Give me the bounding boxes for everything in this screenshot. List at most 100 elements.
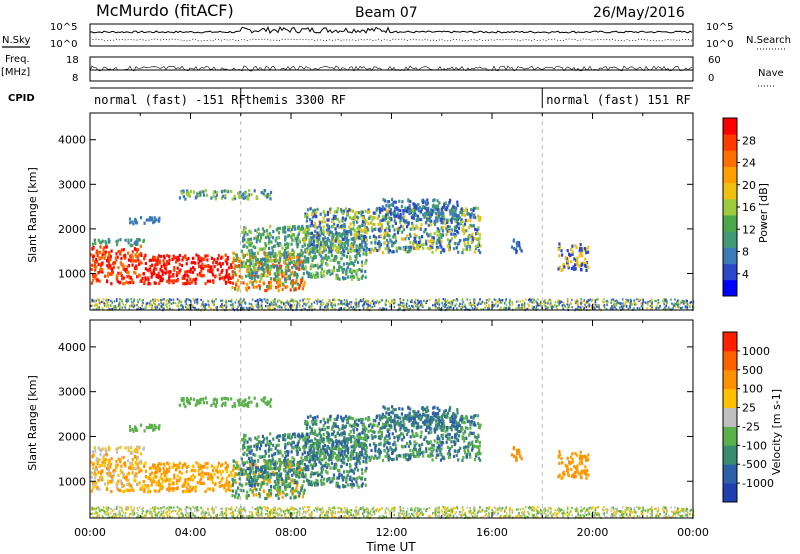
noise-cell <box>635 303 638 306</box>
noise-cell <box>152 298 154 301</box>
range-gate-cell <box>197 469 200 473</box>
range-gate-cell <box>336 248 339 252</box>
range-gate-cell <box>311 259 314 263</box>
range-gate-cell <box>200 266 203 270</box>
range-gate-cell <box>120 481 123 485</box>
range-gate-cell <box>182 463 185 467</box>
range-gate-cell <box>412 243 415 247</box>
range-gate-cell <box>128 482 131 486</box>
range-gate-cell <box>95 273 98 277</box>
range-gate-cell <box>95 465 98 469</box>
range-gate-cell <box>352 220 355 224</box>
range-gate-cell <box>350 232 353 236</box>
noise-cell <box>160 301 162 305</box>
range-gate-cell <box>101 478 104 482</box>
range-gate-cell <box>271 246 274 250</box>
range-gate-cell <box>339 208 343 212</box>
range-gate-cell <box>115 485 118 489</box>
noise-cell <box>594 299 597 302</box>
range-gate-cell <box>372 234 375 238</box>
noise-cell <box>444 305 446 308</box>
noise-cell <box>287 303 290 306</box>
range-gate-cell <box>121 485 124 489</box>
range-gate-cell <box>379 243 383 247</box>
range-gate-cell <box>186 273 189 277</box>
range-gate-cell <box>371 222 374 226</box>
range-gate-cell <box>314 471 317 475</box>
freq-bot-tick: 8 <box>72 73 78 84</box>
noise-cell <box>381 307 384 310</box>
noise-cell <box>303 303 306 306</box>
noise-cell <box>145 304 148 308</box>
range-gate-cell <box>377 228 380 232</box>
range-gate-cell <box>245 496 248 500</box>
range-gate-cell <box>570 260 573 264</box>
range-gate-cell <box>119 238 122 242</box>
noise-cell <box>575 307 577 310</box>
range-gate-cell <box>275 264 278 268</box>
range-gate-cell <box>273 480 276 484</box>
range-gate-cell <box>385 226 388 231</box>
range-gate-cell <box>153 463 156 467</box>
noise-cell <box>561 304 564 307</box>
range-gate-cell <box>263 247 266 251</box>
range-gate-cell <box>255 488 258 492</box>
noise-cell <box>603 306 606 309</box>
range-gate-cell <box>463 241 466 245</box>
range-gate-cell <box>283 260 286 264</box>
range-gate-cell <box>243 238 246 242</box>
range-gate-cell <box>263 229 266 233</box>
noise-cell <box>121 306 124 309</box>
range-gate-cell <box>291 473 294 477</box>
range-gate-cell <box>342 209 346 213</box>
range-gate-cell <box>166 270 169 274</box>
noise-cell <box>683 301 685 304</box>
noise-cell <box>304 307 306 310</box>
noise-cell <box>184 305 187 308</box>
range-gate-cell <box>392 200 395 204</box>
range-gate-cell <box>91 454 94 459</box>
range-gate-cell <box>297 282 300 286</box>
range-gate-cell <box>329 272 332 276</box>
range-gate-cell <box>298 226 301 230</box>
range-gate-cell <box>382 218 385 222</box>
range-gate-cell <box>519 247 522 251</box>
nsky-trace <box>89 25 693 34</box>
range-gate-cell <box>319 233 322 238</box>
noise-cell <box>276 300 279 303</box>
range-gate-cell <box>237 278 240 282</box>
range-gate-cell <box>178 470 181 474</box>
range-gate-cell <box>425 242 428 246</box>
range-gate-cell <box>157 479 160 483</box>
range-gate-cell <box>477 206 480 210</box>
range-gate-cell <box>336 224 339 228</box>
noise-cell <box>400 301 402 304</box>
range-gate-cell <box>436 229 439 233</box>
noise-cell <box>146 301 149 304</box>
range-gate-cell <box>176 481 179 485</box>
range-gate-cell <box>350 244 353 248</box>
range-gate-cell <box>184 197 187 201</box>
range-gate-cell <box>348 257 352 261</box>
range-gate-cell <box>383 241 386 245</box>
range-gate-cell <box>131 471 134 475</box>
range-gate-cell <box>269 234 272 238</box>
range-gate-cell <box>313 264 316 268</box>
range-gate-cell <box>345 262 349 266</box>
range-gate-cell <box>232 251 236 255</box>
range-gate-cell <box>189 478 192 482</box>
range-gate-cell <box>152 221 155 225</box>
noise-cell <box>425 300 427 304</box>
range-gate-cell <box>394 236 397 240</box>
range-gate-cell <box>249 258 252 263</box>
range-gate-cell <box>134 455 137 459</box>
noise-cell <box>302 308 304 311</box>
noise-cell <box>362 307 365 310</box>
noise-cell <box>257 305 260 309</box>
range-gate-cell <box>435 248 438 252</box>
range-gate-cell <box>450 232 453 236</box>
range-gate-cell <box>408 209 411 213</box>
range-gate-cell <box>361 238 364 242</box>
range-gate-cell <box>342 224 345 228</box>
range-gate-cell <box>98 464 101 468</box>
